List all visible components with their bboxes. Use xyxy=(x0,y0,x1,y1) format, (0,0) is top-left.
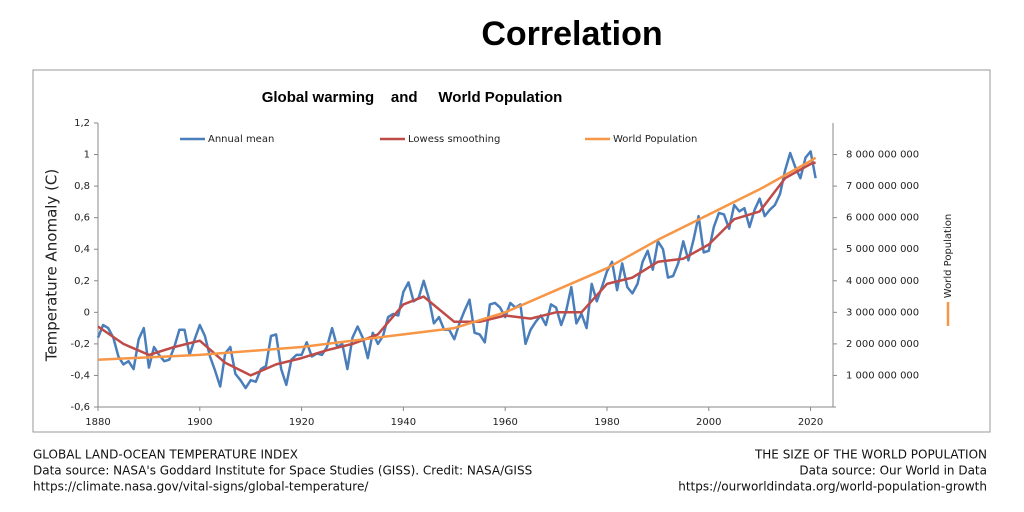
x-tick-label: 1980 xyxy=(594,417,619,428)
y-tick-label: 0 xyxy=(84,307,90,318)
legend-label: Lowess smoothing xyxy=(408,134,500,145)
y-tick-label: 0,6 xyxy=(74,213,90,224)
y-tick-label: 1 xyxy=(84,150,90,161)
y2-tick-label: 3 000 000 000 xyxy=(846,307,919,318)
footer-left-line: https://climate.nasa.gov/vital-signs/glo… xyxy=(33,480,369,494)
y2-axis-label: World Population xyxy=(943,214,954,298)
chart-title: Correlation xyxy=(481,15,662,53)
y-tick-label: 1,2 xyxy=(74,118,90,129)
x-tick-label: 2000 xyxy=(696,417,721,428)
x-tick-label: 1960 xyxy=(492,417,517,428)
series-line xyxy=(96,150,817,390)
y-tick-label: 0,4 xyxy=(74,244,90,255)
y2-tick-label: 6 000 000 000 xyxy=(846,213,919,224)
footer-left-line: GLOBAL LAND-OCEAN TEMPERATURE INDEX xyxy=(33,448,298,462)
chart-subtitle: Global warming and World Population xyxy=(262,89,563,106)
y-axis-label: Temperature Anomaly (C) xyxy=(43,169,61,363)
y-tick-label: -0,2 xyxy=(70,339,90,350)
footer-right-line: THE SIZE OF THE WORLD POPULATION xyxy=(754,448,987,462)
y-tick-label: 0,8 xyxy=(74,181,90,192)
y2-tick-label: 4 000 000 000 xyxy=(846,276,919,287)
y2-tick-label: 2 000 000 000 xyxy=(846,339,919,350)
y-tick-label: -0,4 xyxy=(70,370,90,381)
y2-tick-label: 7 000 000 000 xyxy=(846,181,919,192)
series-line xyxy=(97,161,816,377)
x-tick-label: 1920 xyxy=(289,417,314,428)
x-tick-label: 1940 xyxy=(391,417,416,428)
legend-label: Annual mean xyxy=(208,134,274,145)
footer-right-line: https://ourworldindata.org/world-populat… xyxy=(678,480,987,494)
chart-frame xyxy=(32,69,991,433)
x-tick-label: 2020 xyxy=(798,417,823,428)
y2-tick-label: 8 000 000 000 xyxy=(846,150,919,161)
y-tick-label: -0,6 xyxy=(70,402,90,413)
footer-left-line: Data source: NASA's Goddard Institute fo… xyxy=(33,464,532,478)
legend-label: World Population xyxy=(613,134,697,145)
y2-tick-label: 1 000 000 000 xyxy=(846,370,919,381)
footer-right-line: Data source: Our World in Data xyxy=(799,464,987,478)
x-tick-label: 1880 xyxy=(85,417,110,428)
y-tick-label: 0,2 xyxy=(74,276,90,287)
series-line xyxy=(97,156,817,361)
y2-tick-label: 5 000 000 000 xyxy=(846,244,919,255)
x-tick-label: 1900 xyxy=(187,417,212,428)
